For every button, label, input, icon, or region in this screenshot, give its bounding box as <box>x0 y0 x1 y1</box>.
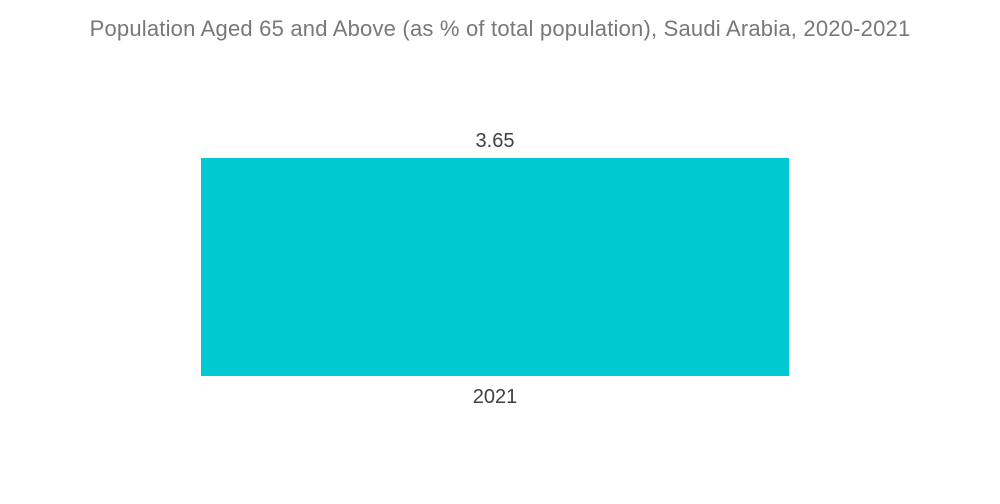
x-axis-label-2021: 2021 <box>472 386 518 408</box>
bar-value-label: 3.65 <box>475 130 515 152</box>
bar-2021 <box>201 158 789 376</box>
chart-title: Population Aged 65 and Above (as % of to… <box>89 16 911 41</box>
